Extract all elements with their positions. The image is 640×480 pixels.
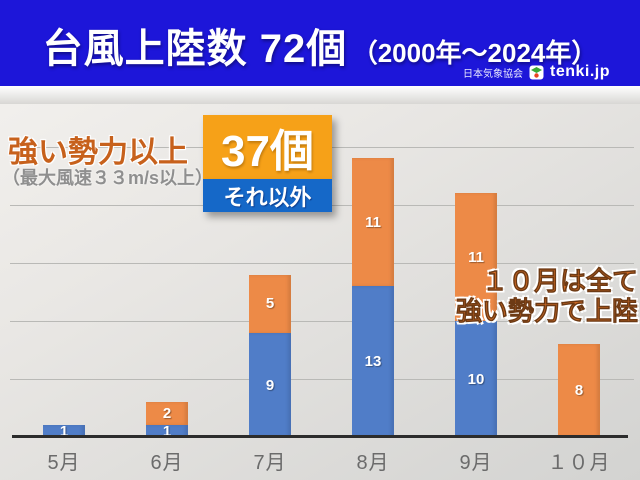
x-axis-label-1: 5月: [47, 452, 81, 474]
bar-segment-7月-other: 9: [249, 333, 291, 437]
gridline-5: [10, 379, 634, 380]
bar-segment-8月-other: 13: [352, 286, 394, 437]
credit-association: 日本気象協会: [462, 68, 523, 80]
bar-segment-6月-other: 1: [146, 422, 188, 440]
x-axis-line: [12, 435, 628, 438]
header-bevel: [0, 86, 640, 104]
bar-segment-7月-strong: 5: [249, 274, 291, 333]
title-main: 台風上陸数 72個: [42, 27, 348, 71]
x-axis-label-6: １０月: [547, 452, 611, 474]
gridline-15: [10, 263, 634, 264]
x-axis-label-3: 7月: [253, 452, 287, 474]
title-period: （2000年〜2024年）: [351, 38, 598, 68]
x-axis-label-5: 9月: [459, 452, 493, 474]
bar-segment-１０月-strong: 8: [558, 344, 600, 437]
bar-segment-6月-strong: 2: [146, 402, 188, 426]
october-note-line2: 強い勢力で上陸: [455, 296, 639, 327]
x-axis-label-2: 6月: [150, 452, 184, 474]
legend-strong-subtitle: （最大風速３３m/s以上）: [2, 168, 214, 188]
bar-value-label: 11: [365, 213, 381, 231]
bar-value-label: 1: [162, 422, 172, 440]
bar-segment-5月-other: 1: [43, 422, 85, 440]
october-note: １０月は全て 強い勢力で上陸: [455, 266, 639, 327]
bar-value-label: 8: [574, 382, 584, 399]
strong-count-badge: 37個: [203, 115, 332, 179]
october-note-line1: １０月は全て: [481, 266, 639, 297]
bar-value-label: 11: [468, 248, 484, 266]
bar-value-label: 2: [162, 405, 172, 423]
legend-strong-title: 強い勢力以上: [8, 136, 188, 169]
header-banner: 台風上陸数 72個 （2000年〜2024年） 日本気象協会 tenki.jp: [0, 0, 640, 86]
bar-value-label: 1: [59, 422, 69, 440]
bar-value-label: 5: [265, 295, 275, 313]
bar-segment-9月-strong: 11: [455, 193, 497, 321]
gridline-10: [10, 321, 634, 322]
bar-value-label: 10: [467, 370, 485, 388]
bar-value-label: 9: [265, 376, 275, 394]
credit-row: 日本気象協会 tenki.jp: [463, 63, 610, 81]
bar-segment-8月-strong: 11: [352, 158, 394, 287]
bar-value-label: 13: [364, 353, 382, 370]
tenki-logo-icon: [529, 65, 544, 80]
x-axis-label-4: 8月: [356, 452, 390, 474]
page-title: 台風上陸数 72個 （2000年〜2024年）: [0, 16, 640, 74]
brand-tenki-jp: tenki.jp: [549, 63, 610, 80]
bar-segment-9月-other: 10: [455, 321, 497, 437]
other-label-badge: それ以外: [203, 179, 332, 212]
